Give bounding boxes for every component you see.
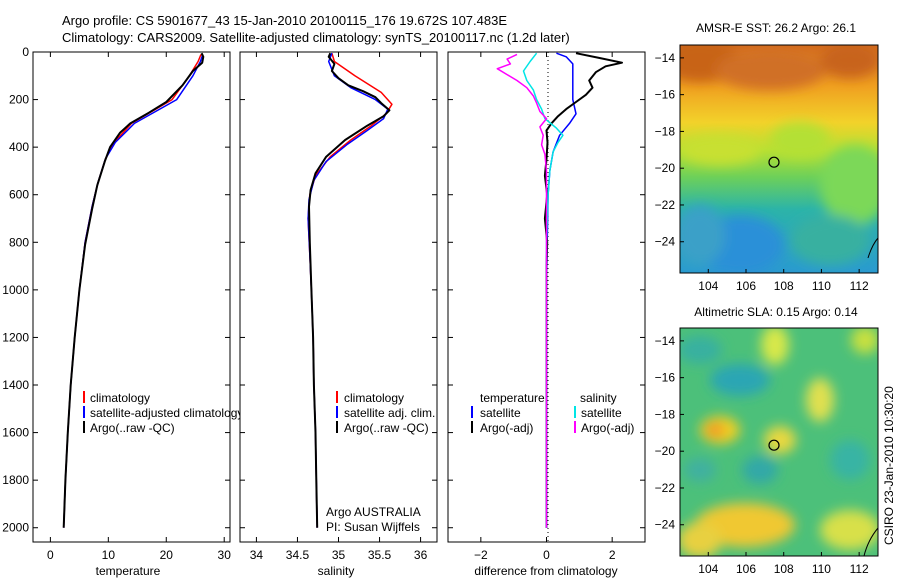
y-tick-label: 1600 (2, 426, 29, 440)
series-salinity-satellite (522, 52, 564, 528)
legend-label-satellite-adjusted: satellite-adjusted climatology (90, 406, 243, 420)
series-salinity-argo-adj (496, 53, 548, 528)
sla-map-panel: Altimetric SLA: 0.15 Argo: 0.14 (655, 305, 879, 576)
y-tick-label: 400 (9, 140, 29, 154)
y-tick-label: 2000 (2, 521, 29, 535)
argo-program-label: Argo AUSTRALIA (326, 505, 421, 519)
salinity-x-axis: 34 34.5 35 35.5 36 (240, 51, 437, 562)
map-x-tick-label: 110 (812, 279, 831, 293)
sla-map-axes: 104 106 108 110 112 −14 −16 −18 −20 −22 −24 (655, 334, 869, 576)
map-y-tick-label: −18 (655, 407, 676, 421)
map-x-tick-label: 112 (850, 279, 869, 293)
legend-label-sal-satellite: satellite (581, 406, 622, 420)
map-y-tick-label: −14 (655, 51, 676, 65)
y-tick-label: 0 (22, 45, 29, 59)
map-y-tick-label: −22 (655, 481, 676, 495)
sla-float-location-marker (768, 439, 780, 451)
temperature-x-label: temperature (96, 564, 161, 578)
csiro-timestamp: CSIRO 23-Jan-2010 10:30:20 (882, 386, 896, 545)
temperature-x-axis: 0 10 20 30 0 200 400 600 800 1000 1200 1400 1600 1800… (2, 45, 231, 562)
map-x-tick-label: 106 (736, 279, 756, 293)
temperature-legend: climatology satellite-adjusted climatolo… (83, 391, 243, 435)
sst-float-location-marker (768, 156, 780, 168)
sst-coastline (867, 237, 879, 259)
legend-label-temp-argo: Argo(-adj) (480, 421, 533, 435)
x-tick-label: −2 (474, 548, 488, 562)
x-tick-label: 20 (160, 548, 174, 562)
difference-x-label: difference from climatology (474, 564, 617, 578)
legend-group-salinity: salinity (580, 391, 617, 405)
legend-label-sal-argo: Argo(-adj) (581, 421, 634, 435)
legend-label-temp-satellite: satellite (480, 406, 521, 420)
map-x-tick-label: 108 (774, 279, 794, 293)
difference-legend: temperature salinity satellite Argo(-adj… (471, 391, 634, 435)
x-tick-label: 2 (609, 548, 616, 562)
sla-map-field (680, 328, 878, 556)
sst-map-field (680, 45, 878, 273)
sla-map-frame (679, 327, 879, 557)
map-y-tick-label: −18 (655, 124, 676, 138)
difference-x-axis: −2 0 2 (448, 51, 645, 562)
x-tick-label: 10 (102, 548, 116, 562)
sla-map-title: Altimetric SLA: 0.15 Argo: 0.14 (694, 305, 858, 319)
difference-panel: −2 0 2 temperature salinity satellite Argo… (447, 51, 646, 578)
pi-label: PI: Susan Wijffels (326, 520, 420, 534)
map-x-tick-label: 108 (774, 562, 794, 576)
y-tick-label: 200 (9, 93, 29, 107)
sst-map-title: AMSR-E SST: 26.2 Argo: 26.1 (696, 21, 856, 35)
y-tick-label: 1400 (2, 378, 29, 392)
map-y-tick-label: −20 (655, 161, 676, 175)
map-y-tick-label: −20 (655, 444, 676, 458)
map-x-tick-label: 104 (698, 562, 718, 576)
x-tick-label: 35 (332, 548, 346, 562)
y-tick-label: 1000 (2, 283, 29, 297)
figure-title-line1: Argo profile: CS 5901677_43 15-Jan-2010 … (62, 13, 507, 28)
map-y-tick-label: −16 (655, 88, 676, 102)
x-tick-label: 34 (250, 548, 264, 562)
salinity-series-group (307, 52, 393, 528)
y-tick-label: 800 (9, 235, 29, 249)
salinity-panel: 34 34.5 35 35.5 36 climatology satellite adj… (239, 51, 438, 578)
salinity-plot-frame (239, 51, 438, 543)
salinity-legend: climatology satellite adj. clim. Argo(..… (336, 391, 435, 435)
figure-title-line2: Climatology: CARS2009. Satellite-adjuste… (62, 30, 570, 45)
temperature-series-group (62, 52, 205, 528)
y-tick-label: 1800 (2, 473, 29, 487)
salinity-x-label: salinity (318, 564, 355, 578)
x-tick-label: 35.5 (368, 548, 392, 562)
sla-coastline (863, 527, 879, 557)
legend-label-satellite-adj: satellite adj. clim. (344, 406, 435, 420)
legend-label-climatology: climatology (90, 391, 150, 405)
y-tick-label: 600 (9, 188, 29, 202)
difference-series-group (496, 52, 623, 528)
sst-map-panel: AMSR-E SST: 26.2 Argo: 26.1 104 106 108 110… (655, 21, 879, 293)
map-y-tick-label: −16 (655, 371, 676, 385)
x-tick-label: 36 (414, 548, 428, 562)
series-argo-raw-qc (62, 52, 205, 528)
x-tick-label: 34.5 (286, 548, 310, 562)
legend-label-argo: Argo(..raw -QC) (344, 421, 429, 435)
map-x-tick-label: 112 (850, 562, 869, 576)
x-tick-label: 0 (47, 548, 54, 562)
map-x-tick-label: 106 (736, 562, 756, 576)
series-argo-raw-qc (308, 52, 391, 528)
legend-label-argo: Argo(..raw -QC) (90, 421, 175, 435)
legend-group-temperature: temperature (480, 391, 545, 405)
map-x-tick-label: 104 (698, 279, 718, 293)
map-y-tick-label: −14 (655, 334, 676, 348)
y-tick-label: 1200 (2, 330, 29, 344)
map-y-tick-label: −24 (655, 518, 676, 532)
sst-map-frame (679, 44, 879, 274)
legend-label-climatology: climatology (344, 391, 404, 405)
temperature-panel: 0 10 20 30 0 200 400 600 800 1000 1200 1400 1600 1800… (2, 45, 243, 578)
map-y-tick-label: −24 (655, 235, 676, 249)
x-tick-label: 30 (218, 548, 232, 562)
sst-map-axes: 104 106 108 110 112 −14 −16 −18 −20 −22 −24 (655, 51, 869, 293)
map-y-tick-label: −22 (655, 198, 676, 212)
x-tick-label: 0 (543, 548, 550, 562)
map-x-tick-label: 110 (812, 562, 831, 576)
